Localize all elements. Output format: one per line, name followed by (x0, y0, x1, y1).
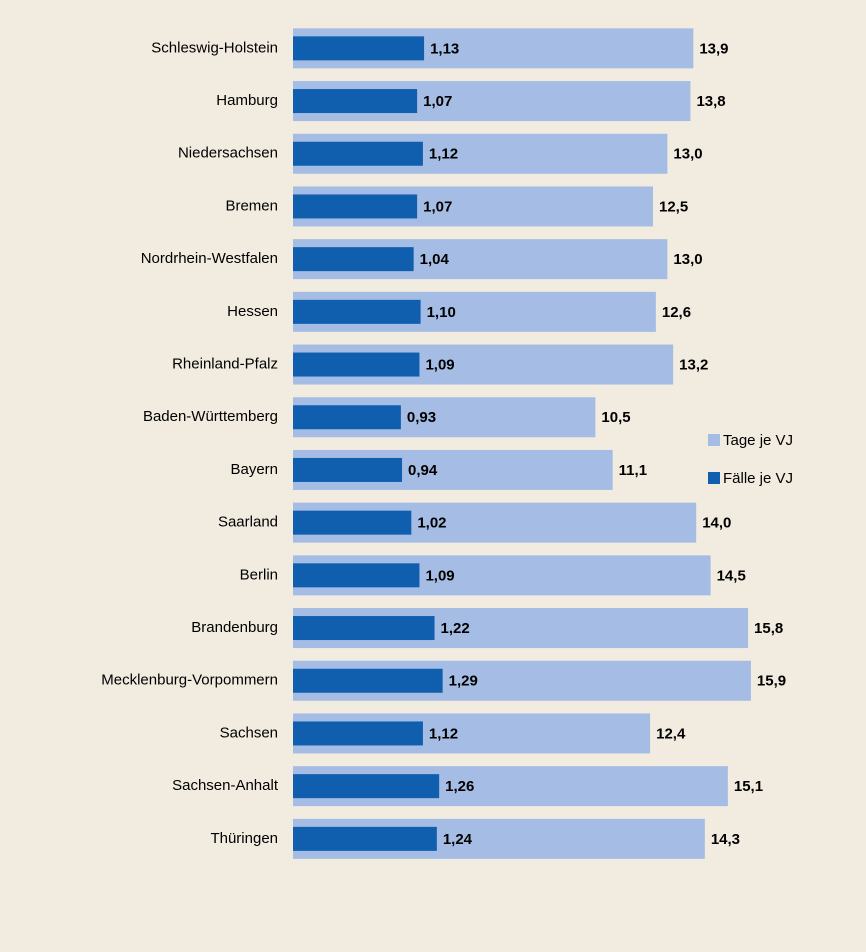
value-label: 1,26 (445, 778, 474, 795)
value-label: 12,6 (662, 304, 691, 321)
value-label: 15,9 (757, 673, 786, 690)
value-label: 14,5 (717, 567, 746, 584)
category-label: Thüringen (210, 830, 278, 847)
bar (293, 721, 423, 746)
value-label: 14,3 (711, 831, 740, 848)
value-label: 0,93 (407, 409, 436, 426)
value-label: 13,0 (673, 146, 702, 163)
value-label: 1,24 (443, 831, 473, 848)
legend-swatch (708, 434, 720, 446)
bar (293, 89, 418, 114)
category-label: Rheinland-Pfalz (172, 356, 278, 373)
category-label: Bayern (230, 461, 278, 478)
value-label: 13,0 (673, 251, 702, 268)
value-label: 1,02 (417, 515, 446, 532)
value-label: 1,07 (423, 93, 452, 110)
bar (293, 405, 401, 430)
bar (293, 668, 443, 693)
value-label: 1,09 (425, 567, 454, 584)
bar (293, 563, 420, 588)
category-label: Schleswig-Holstein (151, 39, 278, 56)
value-label: 13,2 (679, 357, 708, 374)
bar (293, 352, 420, 377)
category-label: Mecklenburg-Vorpommern (101, 672, 278, 689)
value-label: 12,5 (659, 198, 688, 215)
legend-label: Fälle je VJ (723, 470, 793, 487)
value-label: 1,09 (425, 357, 454, 374)
category-label: Bremen (225, 197, 278, 214)
value-label: 14,0 (702, 515, 731, 532)
bar (293, 510, 412, 535)
value-label: 13,8 (696, 93, 725, 110)
category-label: Baden-Württemberg (143, 408, 278, 425)
category-label: Sachsen-Anhalt (172, 777, 279, 794)
value-label: 1,12 (429, 725, 458, 742)
category-label: Saarland (218, 514, 278, 531)
value-label: 1,22 (441, 620, 470, 637)
value-label: 1,07 (423, 198, 452, 215)
value-label: 1,10 (427, 304, 456, 321)
category-label: Brandenburg (191, 619, 278, 636)
bar (293, 36, 425, 61)
value-label: 13,9 (699, 40, 728, 57)
category-label: Berlin (240, 566, 278, 583)
category-label: Nordrhein-Westfalen (141, 250, 278, 267)
value-label: 15,8 (754, 620, 783, 637)
bar (293, 247, 414, 272)
value-label: 1,04 (420, 251, 450, 268)
bar (293, 299, 421, 324)
value-label: 11,1 (619, 462, 647, 479)
category-label: Hamburg (216, 92, 278, 109)
bar (293, 457, 403, 482)
bar (293, 774, 440, 799)
bar (293, 141, 423, 166)
value-label: 0,94 (408, 462, 438, 479)
category-label: Sachsen (220, 724, 278, 741)
value-label: 12,4 (656, 725, 686, 742)
value-label: 1,29 (449, 673, 478, 690)
legend-label: Tage je VJ (723, 432, 793, 449)
bar (293, 826, 437, 851)
category-label: Niedersachsen (178, 145, 278, 162)
legend-swatch (708, 472, 720, 484)
bar (293, 194, 418, 219)
value-label: 15,1 (734, 778, 763, 795)
value-label: 1,12 (429, 146, 458, 163)
value-label: 10,5 (601, 409, 630, 426)
value-label: 1,13 (430, 40, 459, 57)
category-label: Hessen (227, 303, 278, 320)
bar (293, 616, 435, 641)
